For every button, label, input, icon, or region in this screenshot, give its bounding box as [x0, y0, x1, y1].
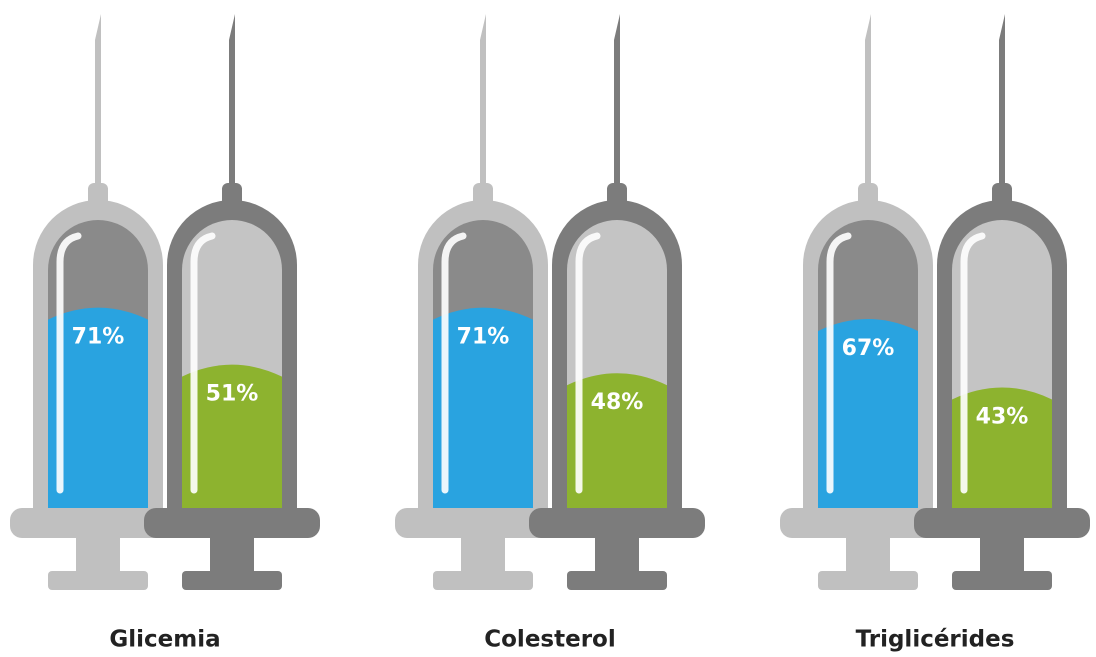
plunger-base [48, 571, 148, 590]
plunger-base [182, 571, 282, 590]
value-label: 71% [72, 325, 125, 350]
plunger-stem [595, 536, 639, 576]
plunger-stem [76, 536, 120, 576]
needle [480, 14, 486, 190]
category-label: Glicemia [109, 627, 220, 653]
plunger-stem [980, 536, 1024, 576]
value-label: 67% [842, 336, 895, 361]
plunger-stem [210, 536, 254, 576]
needle [95, 14, 101, 190]
flange [914, 508, 1090, 538]
value-label: 43% [976, 404, 1029, 429]
flange [529, 508, 705, 538]
plunger-base [433, 571, 533, 590]
value-label: 71% [457, 325, 510, 350]
flange [144, 508, 320, 538]
needle [865, 14, 871, 190]
plunger-base [818, 571, 918, 590]
needle [229, 14, 235, 190]
needle [999, 14, 1005, 190]
plunger-base [952, 571, 1052, 590]
plunger-stem [461, 536, 505, 576]
plunger-stem [846, 536, 890, 576]
needle [614, 14, 620, 190]
plunger-base [567, 571, 667, 590]
category-label: Colesterol [484, 627, 615, 653]
value-label: 48% [591, 390, 644, 415]
category-label: Triglicérides [856, 627, 1015, 653]
value-label: 51% [206, 382, 259, 407]
chart: 71% 51% Glicemia 71% 48% Colesterol 67% 43% Trig… [0, 0, 1096, 657]
